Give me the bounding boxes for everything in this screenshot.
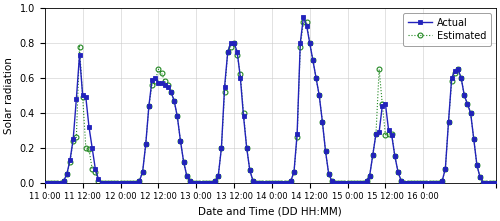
Estimated (74, 136, 80, 139)
Actual (366, 174, 372, 177)
Estimated (414, 181, 420, 184)
Estimated (408, 181, 414, 184)
Legend: Actual, Estimated: Actual, Estimated (402, 13, 491, 46)
Actual (42, 181, 48, 184)
Estimated (180, 160, 186, 163)
Actual (300, 15, 306, 18)
Y-axis label: Solar radiation: Solar radiation (4, 57, 14, 134)
Estimated (300, 21, 306, 23)
Actual (74, 97, 80, 100)
X-axis label: Date and Time (DD HH:MM): Date and Time (DD HH:MM) (198, 207, 342, 217)
Line: Actual: Actual (42, 15, 498, 185)
Line: Estimated: Estimated (42, 20, 498, 185)
Actual (180, 160, 186, 163)
Actual (108, 181, 114, 184)
Actual (493, 181, 499, 184)
Actual (408, 181, 414, 184)
Estimated (42, 181, 48, 184)
Estimated (108, 181, 114, 184)
Estimated (493, 181, 499, 184)
Actual (414, 181, 420, 184)
Estimated (366, 174, 372, 177)
